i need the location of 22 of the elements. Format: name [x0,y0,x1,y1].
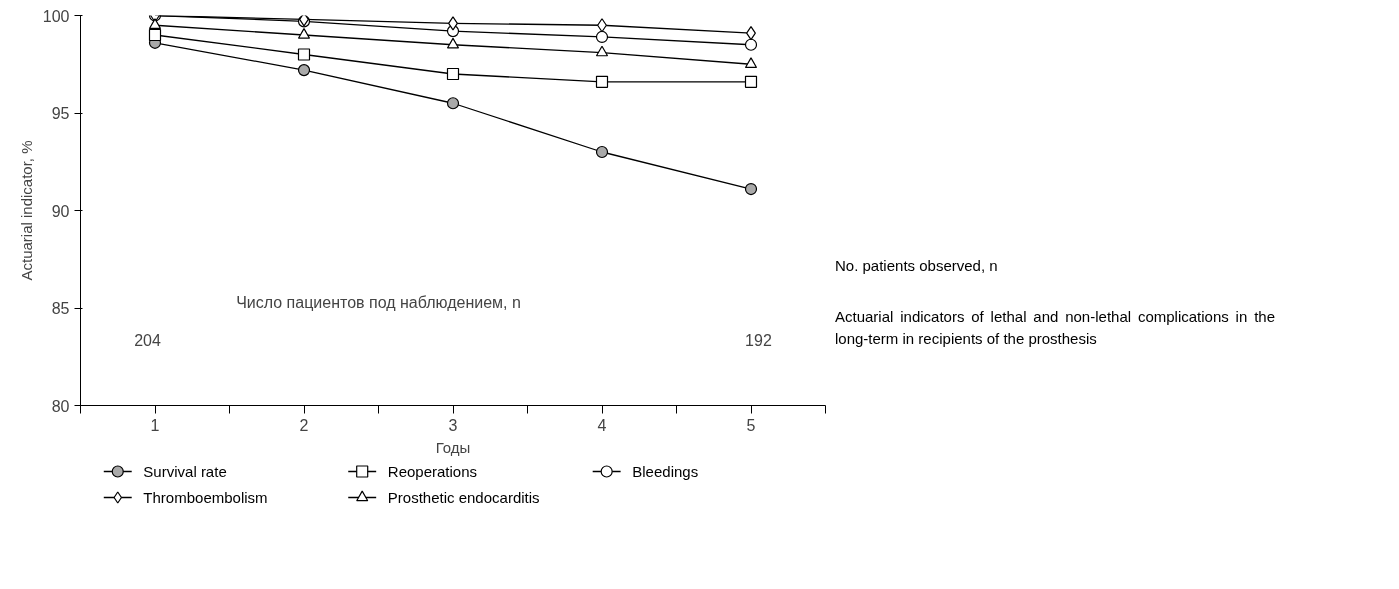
x-axis-title: Годы [435,438,471,456]
x-tick-label: 5 [746,416,756,434]
y-tick-label: 90 [51,202,70,220]
x-tick-label: 2 [299,416,309,434]
x-tick-label: 1 [150,416,160,434]
y-tick-label: 85 [51,300,70,317]
y-tick-label: 100 [42,7,70,25]
legend-label: Bleedings [632,463,699,480]
legend-label: Reoperations [387,463,478,480]
x-tick-label: 3 [448,416,458,434]
text: Actuarial indicators of lethal and non-lethal complications in the long-term in recipients of the prosthesis [835,307,1275,349]
annotation: 192 [745,331,772,349]
legend-label: Survival rate [143,463,227,480]
annotation: 204 [134,331,161,349]
annotation: Число пациентов под наблюдением, n [236,293,521,311]
legend-label: Prosthetic endocarditis [387,489,540,506]
legend-label: Thromboembolism [143,489,268,506]
x-tick-label: 4 [597,416,607,434]
y-tick-label: 80 [51,397,70,415]
y-tick-label: 95 [51,105,70,122]
y-axis-title: Actuarial indicator, % [17,140,35,281]
text: No. patients observed, n [835,256,999,276]
